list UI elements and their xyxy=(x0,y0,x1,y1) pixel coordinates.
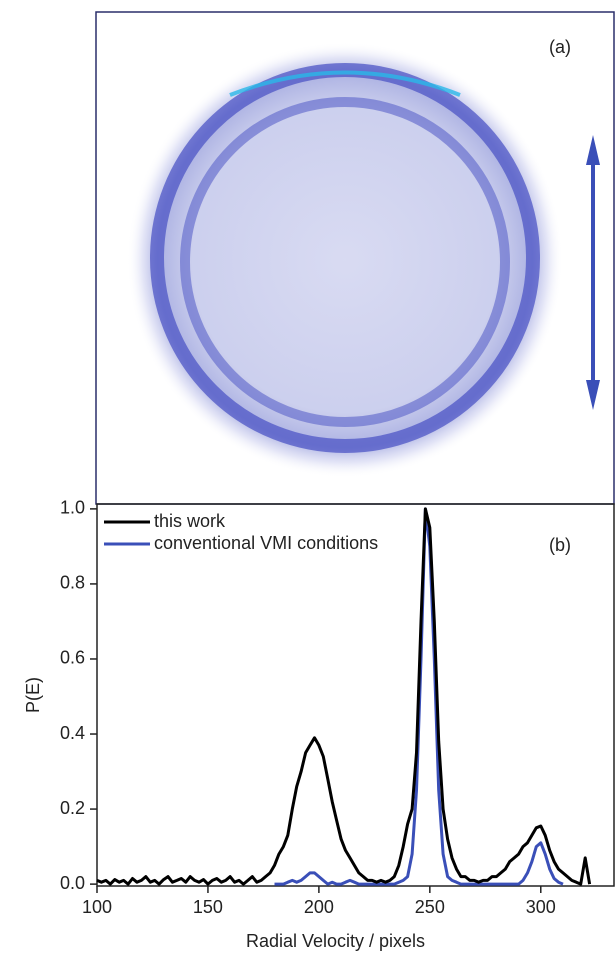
x-tick-label: 100 xyxy=(82,897,112,917)
legend-label: conventional VMI conditions xyxy=(154,533,378,553)
series-line xyxy=(96,507,592,886)
arrow-heads xyxy=(586,135,600,410)
bright-arc xyxy=(229,70,461,97)
inner-ring xyxy=(180,97,510,427)
legend-label: this work xyxy=(154,511,226,531)
panel-label: (a) xyxy=(549,37,571,57)
y-tick-label: 0.4 xyxy=(60,723,85,743)
panel-a: (a) xyxy=(95,11,615,505)
outer-ring xyxy=(150,63,540,453)
x-axis-label: Radial Velocity / pixels xyxy=(246,931,425,951)
panel-b: 100 150 200 250 300 0.0 0.2 0.4 0.6 0.8 1.0 Radial … xyxy=(23,498,615,951)
x-tick-label: 150 xyxy=(193,897,223,917)
y-tick-label: 0.0 xyxy=(60,873,85,893)
y-axis-label: P(E) xyxy=(23,677,43,713)
velocity-image xyxy=(127,42,563,478)
y-tick-label: 0.2 xyxy=(60,798,85,818)
plot-frame xyxy=(96,503,615,887)
y-tick-label: 0.6 xyxy=(60,648,85,668)
x-tick-label: 250 xyxy=(415,897,445,917)
y-tick-label: 1.0 xyxy=(60,498,85,518)
annotation: (b) xyxy=(549,535,571,555)
x-tick-label: 200 xyxy=(304,897,334,917)
y-tick-label: 0.8 xyxy=(60,573,85,593)
x-tick-label: 300 xyxy=(526,897,556,917)
